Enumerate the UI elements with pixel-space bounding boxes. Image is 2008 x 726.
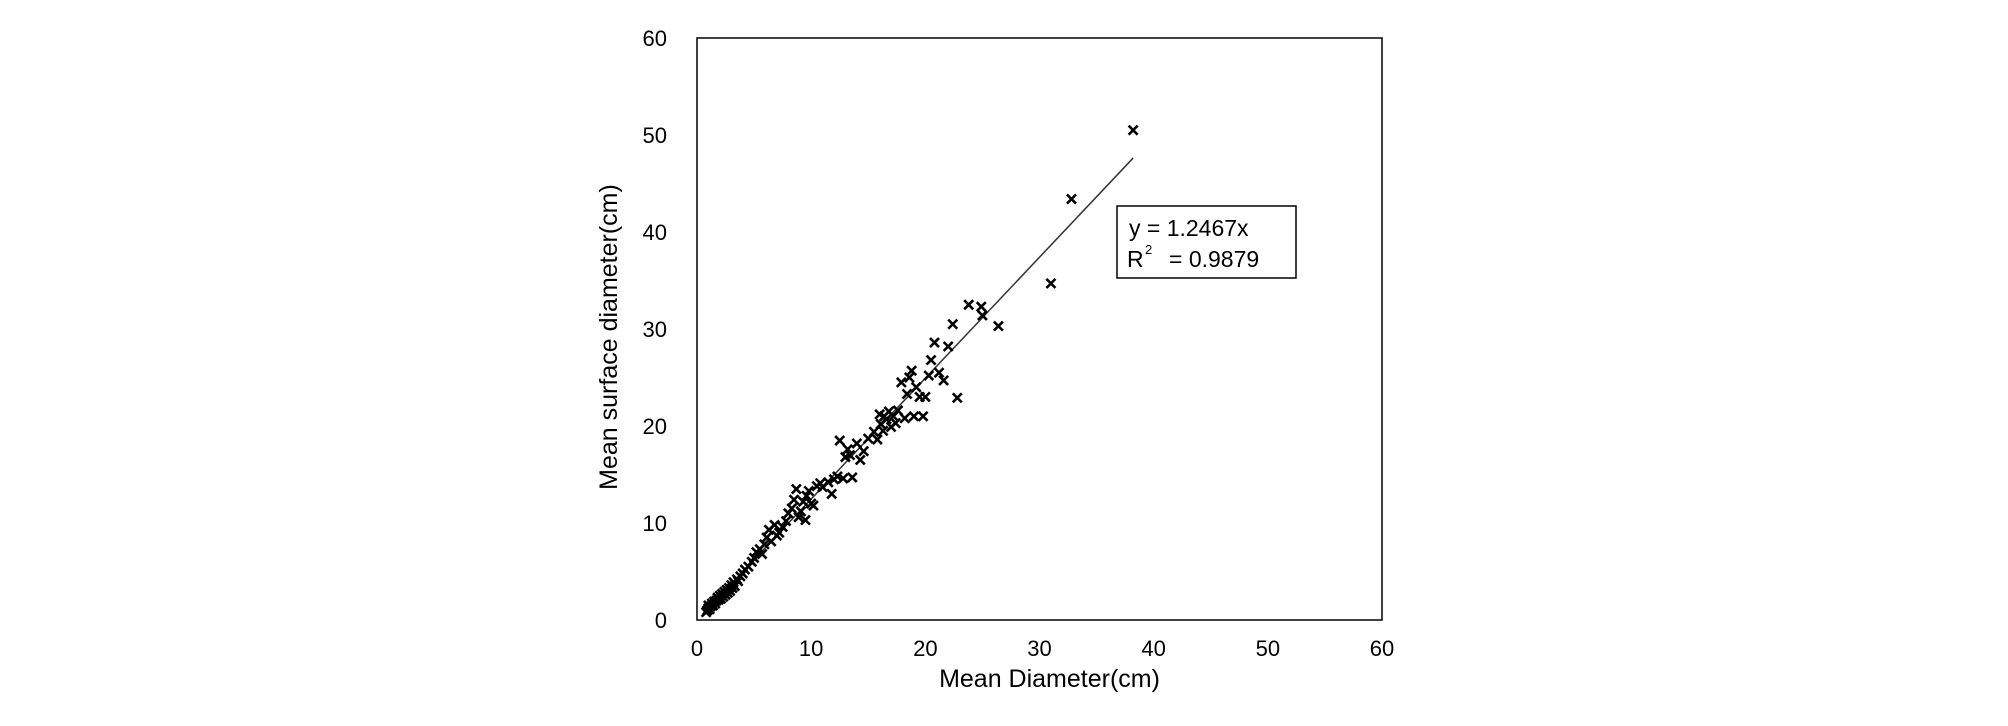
data-point [892, 405, 904, 416]
data-point [910, 381, 922, 393]
data-point [901, 388, 913, 400]
data-point [803, 485, 815, 497]
x-tick-label: 40 [1141, 636, 1165, 661]
data-point [929, 337, 940, 349]
data-point [919, 391, 931, 403]
y-tick-label: 60 [643, 26, 667, 51]
data-point [942, 341, 954, 352]
r-squared-value: = 0.9879 [1169, 246, 1259, 272]
r-squared-label: R [1127, 246, 1144, 272]
data-point [800, 514, 811, 526]
plot-area-frame [696, 37, 1383, 621]
y-tick-label: 30 [643, 317, 667, 342]
data-point [963, 299, 975, 311]
y-axis-title: Mean surface diameter(cm) [595, 184, 623, 490]
data-point [826, 488, 838, 500]
x-axis-title: Mean Diameter(cm) [939, 665, 1160, 693]
data-point [923, 370, 935, 381]
data-point [837, 472, 849, 484]
data-point [790, 483, 802, 495]
x-tick-label: 30 [1027, 636, 1051, 661]
data-point [777, 521, 789, 533]
data-point [938, 374, 950, 386]
y-tick-labels: 0 10 20 30 40 50 60 [643, 26, 667, 633]
data-point [797, 496, 809, 508]
data-point [795, 505, 807, 517]
y-tick-label: 10 [643, 511, 667, 536]
data-point [822, 476, 834, 488]
data-point [906, 365, 918, 377]
data-point [933, 367, 945, 379]
equation-box-border [1116, 205, 1297, 279]
data-point [899, 412, 911, 424]
data-point [917, 410, 929, 422]
y-tick-label: 0 [655, 608, 667, 633]
data-point [758, 538, 770, 550]
data-point [903, 372, 915, 383]
data-points [700, 124, 1139, 618]
data-point [871, 434, 883, 446]
r-squared-superscript: 2 [1145, 242, 1152, 257]
data-point [808, 500, 819, 511]
x-tick-label: 0 [691, 636, 703, 661]
data-point [788, 494, 800, 506]
data-point [846, 471, 858, 483]
data-point [773, 527, 785, 539]
data-point [780, 515, 792, 527]
data-point [868, 426, 880, 438]
data-point [908, 410, 920, 422]
data-point [992, 320, 1004, 332]
equation-text: y = 1.2467x [1129, 215, 1249, 241]
data-point [854, 454, 866, 466]
data-point [890, 417, 902, 429]
data-point [1127, 124, 1139, 136]
data-point [769, 519, 781, 531]
data-point [1045, 277, 1057, 289]
data-point [801, 490, 813, 502]
x-tick-label: 60 [1370, 636, 1394, 661]
data-point [976, 309, 988, 321]
data-point [895, 376, 907, 388]
data-point [844, 449, 856, 461]
data-point [881, 413, 892, 425]
data-point [951, 392, 963, 404]
data-point [947, 318, 959, 330]
equation-box: y = 1.2467x R 2 = 0.9879 [1116, 205, 1297, 279]
data-point [858, 445, 870, 457]
data-point [786, 503, 798, 514]
y-tick-label: 20 [643, 414, 667, 439]
data-point [975, 301, 987, 313]
x-tick-label: 50 [1256, 636, 1280, 661]
y-tick-label: 40 [643, 220, 667, 245]
y-tick-label: 50 [643, 123, 667, 148]
x-tick-label: 20 [913, 636, 937, 661]
data-point [877, 425, 889, 437]
data-point [732, 575, 744, 587]
data-point [834, 435, 846, 446]
data-point [1066, 193, 1077, 205]
data-point [851, 438, 863, 449]
data-point [925, 354, 937, 366]
data-point [756, 548, 768, 560]
x-tick-labels: 0 10 20 30 40 50 60 [691, 636, 1394, 661]
x-tick-label: 10 [799, 636, 823, 661]
